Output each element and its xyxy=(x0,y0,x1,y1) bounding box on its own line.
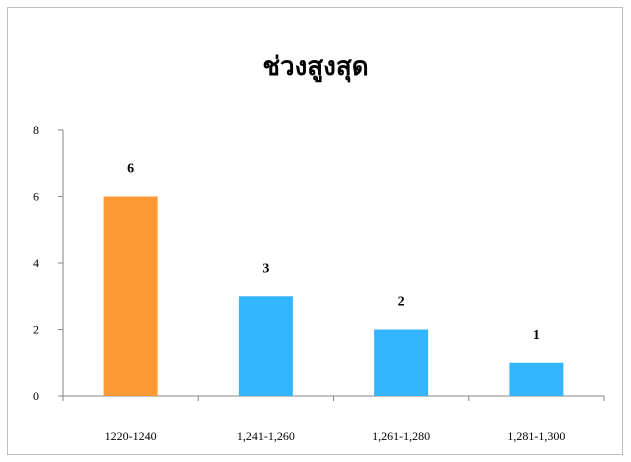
y-tick-label: 4 xyxy=(33,256,39,270)
data-label: 6 xyxy=(127,162,134,177)
data-label: 2 xyxy=(398,295,405,310)
chart-title: ช่วงสูงสุด xyxy=(262,52,369,82)
y-tick-label: 6 xyxy=(33,190,39,204)
y-tick-label: 8 xyxy=(33,123,39,137)
x-tick-label: 1,281-1,300 xyxy=(507,429,565,443)
x-tick-label: 1220-1240 xyxy=(105,429,157,443)
y-tick-label: 2 xyxy=(33,323,39,337)
bar xyxy=(374,329,429,396)
x-tick-label: 1,261-1,280 xyxy=(372,429,430,443)
data-label: 3 xyxy=(262,261,269,276)
bar xyxy=(238,296,293,396)
labels: 6 1220-1240 3 1,241-1,260 2 1,261-1,280 1 1,281… xyxy=(105,162,566,444)
data-label: 1 xyxy=(533,328,540,343)
bar xyxy=(103,196,158,396)
y-tick-label: 0 xyxy=(33,389,39,403)
bar xyxy=(509,362,564,396)
bars xyxy=(103,196,564,396)
x-tick-label: 1,241-1,260 xyxy=(237,429,295,443)
